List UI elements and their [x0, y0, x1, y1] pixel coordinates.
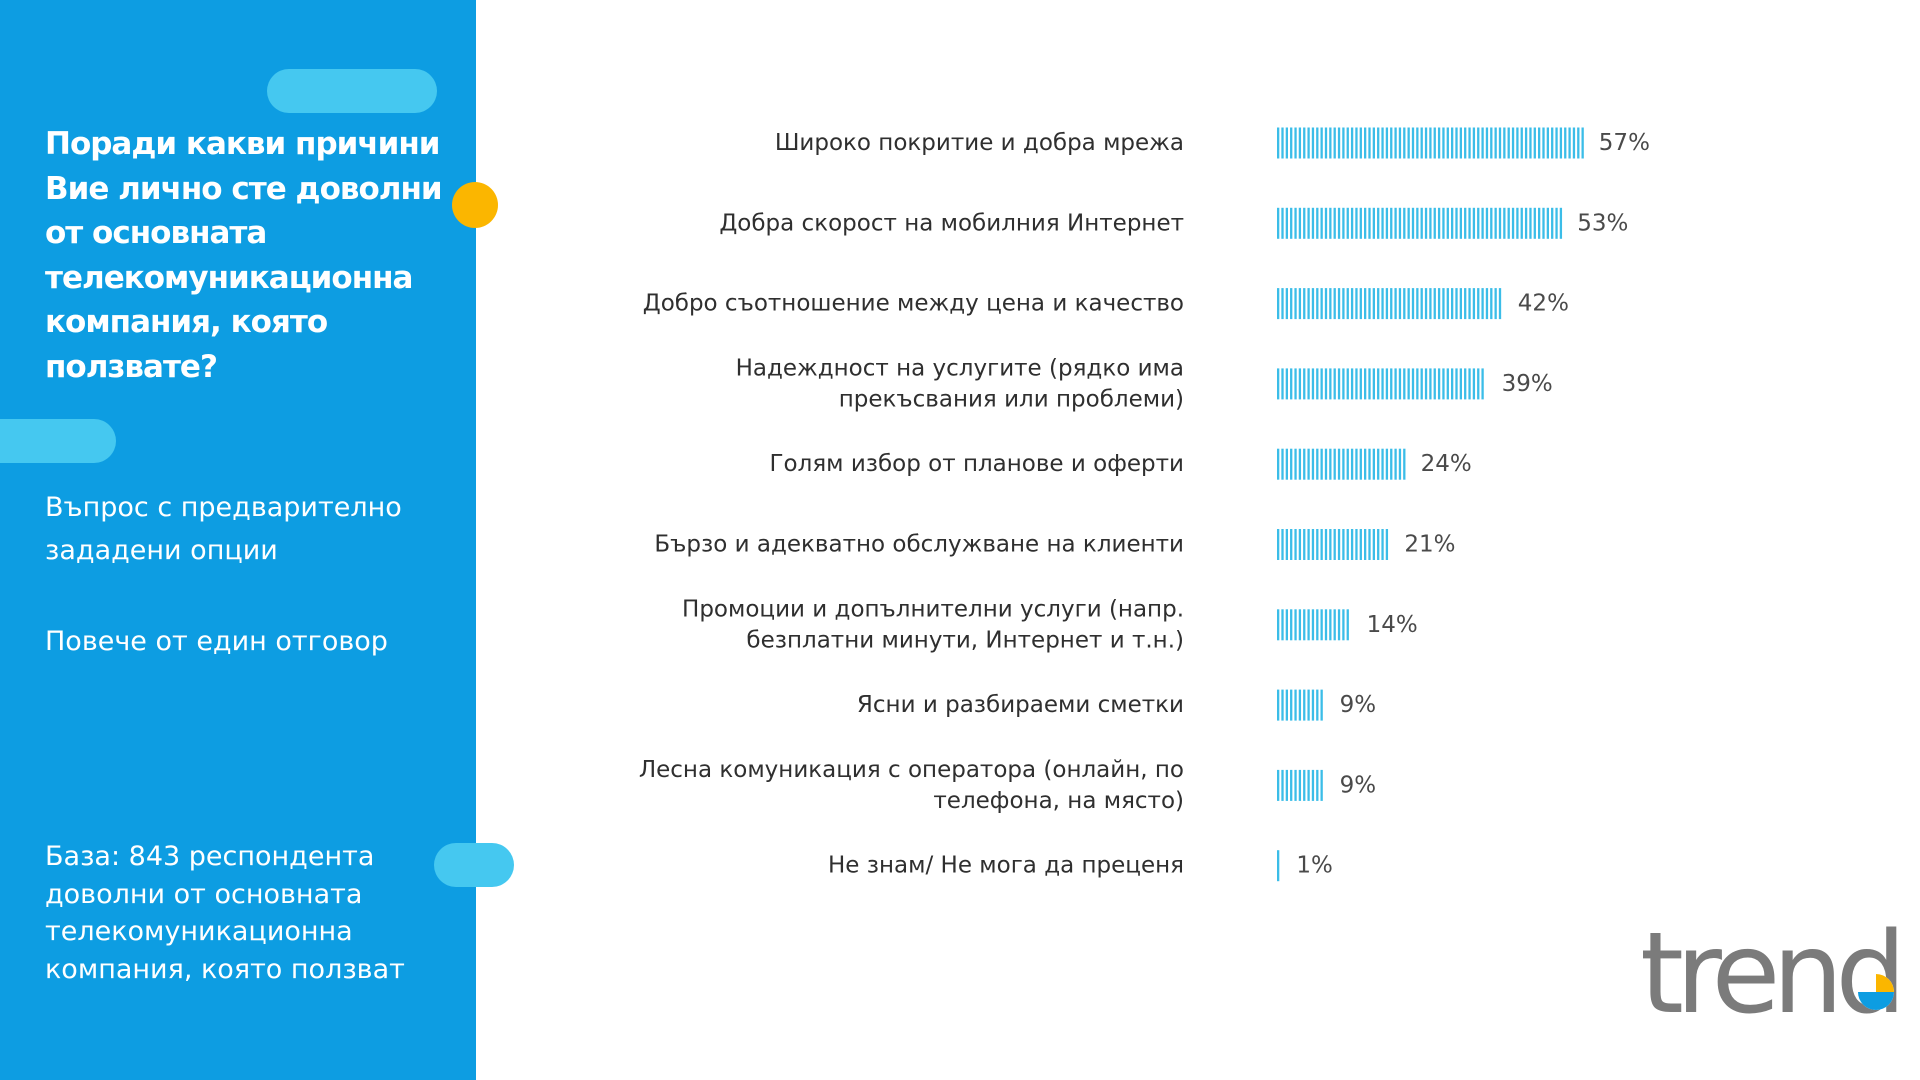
bar	[1277, 368, 1484, 400]
trend-logo-text: trend	[1640, 920, 1898, 1030]
category-label: Голям избор от планове и оферти	[770, 451, 1184, 477]
data-label: 9%	[1340, 692, 1377, 718]
category-label: Добро съотношение между цена и качество	[643, 291, 1184, 317]
decor-dot	[452, 182, 498, 228]
bar-row: Широко покритие и добра мрежа 57%	[775, 127, 1650, 159]
category-label: Ясни и разбираеми сметки	[857, 692, 1184, 718]
category-label: телефона, на място)	[933, 788, 1184, 814]
bar-row: Голям избор от планове и оферти 24%	[770, 448, 1472, 480]
data-label: 21%	[1404, 532, 1455, 558]
category-label: Бързо и адекватно обслужване на клиенти	[654, 532, 1184, 558]
decor-pill-bottom	[434, 843, 514, 887]
decor-pill-top	[267, 69, 437, 113]
category-label: Лесна комуникация с оператора (онлайн, п…	[639, 757, 1184, 783]
bar	[1277, 448, 1406, 480]
data-label: 53%	[1577, 210, 1628, 236]
category-label: безплатни минути, Интернет и т.н.)	[746, 627, 1184, 653]
trend-logo: trend	[1640, 920, 1906, 1030]
category-label: Промоции и допълнителни услуги (напр.	[682, 596, 1184, 622]
bar	[1277, 609, 1349, 641]
data-label: 9%	[1340, 772, 1377, 798]
bar	[1277, 529, 1389, 560]
category-label: Надеждност на услугите (рядко има	[736, 355, 1184, 381]
bar-row: Ясни и разбираеми сметки 9%	[857, 689, 1377, 721]
category-label: Добра скорост на мобилния Интернет	[719, 210, 1184, 236]
pie-chart-icon	[1858, 974, 1894, 1010]
bar-row: Бързо и адекватно обслужване на клиенти 2…	[654, 529, 1456, 560]
bar-row: Надеждност на услугите (рядко има прекъсв…	[736, 355, 1553, 412]
data-label: 42%	[1518, 291, 1569, 317]
bar	[1277, 850, 1280, 882]
data-label: 39%	[1502, 371, 1553, 397]
data-label: 57%	[1599, 130, 1650, 156]
bar-row: Добро съотношение между цена и качество 4…	[643, 288, 1569, 320]
bar	[1277, 207, 1563, 239]
question-title: Поради какви причини Вие лично сте довол…	[45, 126, 443, 385]
bar	[1277, 769, 1323, 801]
bar	[1277, 288, 1502, 320]
sidebar-panel	[0, 0, 476, 1080]
bar-row: Промоции и допълнителни услуги (напр. без…	[682, 596, 1418, 653]
base-note: База: 843 респондента доволни от основна…	[45, 841, 405, 985]
category-label: Не знам/ Не мога да преценя	[828, 853, 1184, 879]
bar-row: Лесна комуникация с оператора (онлайн, п…	[639, 757, 1376, 814]
data-label: 24%	[1421, 451, 1472, 477]
category-label: прекъсвания или проблеми)	[839, 386, 1184, 412]
bar-row: Не знам/ Не мога да преценя 1%	[828, 850, 1333, 882]
data-label: 14%	[1367, 612, 1418, 638]
question-type-note: Въпрос с предварително зададени опции	[45, 492, 402, 566]
decor-pill-middle	[0, 419, 116, 463]
bar-row: Добра скорост на мобилния Интернет 53%	[719, 207, 1628, 239]
bar	[1277, 127, 1584, 159]
data-label: 1%	[1296, 853, 1333, 879]
multiple-answers-note: Повече от един отговор	[45, 626, 388, 657]
category-label: Широко покритие и добра мрежа	[775, 130, 1184, 156]
bar	[1277, 689, 1323, 721]
